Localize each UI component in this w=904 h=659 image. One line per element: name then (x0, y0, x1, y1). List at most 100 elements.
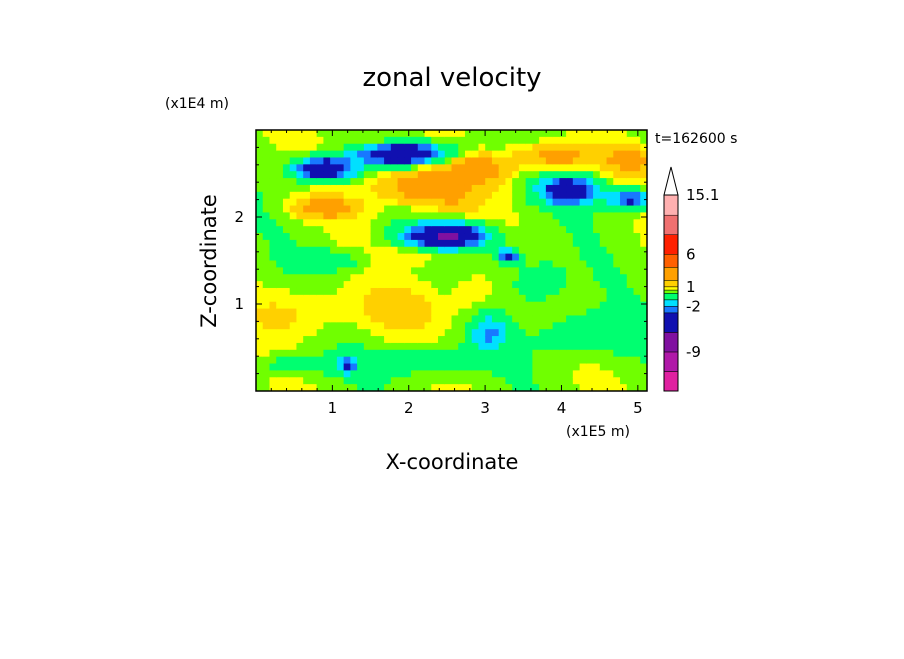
field-cell (586, 384, 594, 391)
field-cell (343, 164, 351, 172)
field-cell (579, 130, 587, 138)
field-cell (559, 184, 567, 193)
field-cell (464, 219, 473, 227)
field-cell (485, 342, 493, 351)
colorbar-segment (663, 299, 679, 307)
field-cell (478, 281, 486, 289)
field-cell (464, 349, 473, 358)
field-cell (377, 342, 385, 351)
field-cell (606, 198, 614, 207)
field-cell (566, 377, 574, 385)
field-cell (539, 184, 547, 193)
field-cell (276, 246, 284, 255)
field-cell (444, 342, 453, 351)
field-cell (384, 377, 392, 385)
field-cell (404, 205, 412, 214)
field-cell (282, 226, 291, 234)
field-cell (296, 246, 304, 255)
field-cell (296, 308, 304, 317)
field-cell (323, 363, 331, 371)
field-cell (458, 377, 466, 385)
field-cell (545, 184, 554, 193)
field-cell (491, 205, 500, 214)
field-cell (458, 329, 466, 337)
field-cell (498, 336, 507, 344)
field-cell (357, 219, 365, 227)
field-cell (606, 171, 614, 179)
field-cell (586, 308, 594, 317)
field-cell (350, 384, 358, 391)
field-cell (626, 336, 635, 344)
field-cell (613, 377, 621, 385)
field-cell (256, 191, 264, 200)
field-cell (438, 356, 446, 365)
colorbar-frame (663, 194, 679, 392)
field-cell (572, 253, 581, 262)
field-cell (424, 226, 432, 234)
field-cell (424, 363, 432, 371)
field-cell (336, 342, 345, 351)
field-cell (539, 205, 547, 214)
field-cell (566, 329, 574, 337)
field-cell (309, 233, 318, 241)
field-cell (330, 294, 338, 303)
field-cell (599, 363, 608, 371)
field-cell (309, 136, 318, 145)
field-cell (572, 377, 581, 385)
field-cell (566, 226, 574, 234)
field-cell (363, 363, 372, 371)
field-cell (552, 267, 560, 275)
field-cell (309, 246, 318, 255)
colorbar-label: -2 (686, 297, 701, 315)
field-cell (606, 384, 614, 391)
field-cell (606, 246, 614, 255)
field-cell (626, 157, 635, 165)
field-cell (377, 281, 385, 289)
field-cell (296, 184, 304, 193)
field-cell (498, 239, 507, 248)
field-cell (330, 356, 338, 365)
field-cell (464, 212, 473, 220)
field-cell (343, 198, 351, 207)
field-cell (438, 136, 446, 145)
field-cell (620, 315, 628, 323)
field-cell (505, 384, 513, 391)
field-cell (518, 260, 527, 268)
field-cell (323, 136, 331, 145)
field-cell (377, 315, 385, 323)
field-cell (282, 322, 291, 330)
field-cell (323, 260, 331, 268)
field-cell (572, 370, 581, 378)
field-cell (599, 336, 608, 344)
field-cell (599, 191, 608, 200)
field-cell (296, 157, 304, 165)
field-cell (620, 287, 628, 296)
field-cell (599, 329, 608, 337)
field-cell (518, 274, 527, 282)
field-cell (505, 239, 513, 248)
field-cell (606, 205, 614, 214)
field-cell (309, 226, 318, 234)
field-cell (363, 315, 372, 323)
field-cell (256, 329, 264, 337)
field-cell (323, 219, 331, 227)
field-cell (532, 370, 540, 378)
field-cell (256, 136, 264, 145)
field-cell (269, 150, 277, 159)
field-cell (518, 178, 527, 186)
field-cell (599, 130, 608, 138)
field-cell (471, 219, 480, 227)
field-cell (552, 246, 560, 255)
field-cell (566, 239, 574, 248)
field-cell (256, 349, 264, 358)
field-cell (498, 294, 507, 303)
field-cell (417, 356, 426, 365)
field-cell (559, 384, 567, 391)
field-cell (485, 315, 493, 323)
field-cell (411, 226, 419, 234)
field-cell (404, 336, 412, 344)
field-cell (518, 233, 527, 241)
field-cell (613, 219, 621, 227)
field-cell (579, 212, 587, 220)
field-cell (579, 281, 587, 289)
